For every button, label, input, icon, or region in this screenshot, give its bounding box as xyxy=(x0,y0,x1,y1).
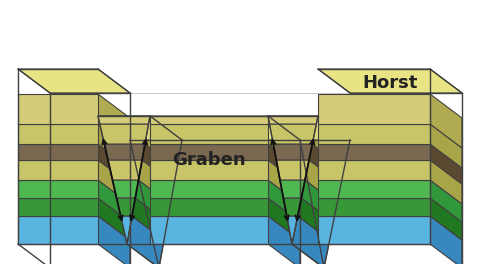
Polygon shape xyxy=(430,198,462,240)
Polygon shape xyxy=(273,144,312,160)
Polygon shape xyxy=(150,216,268,244)
Polygon shape xyxy=(116,198,136,216)
Polygon shape xyxy=(268,198,300,240)
Polygon shape xyxy=(112,180,138,198)
Polygon shape xyxy=(108,160,142,180)
Polygon shape xyxy=(100,124,148,144)
Polygon shape xyxy=(98,160,130,204)
Polygon shape xyxy=(18,216,98,244)
Polygon shape xyxy=(268,116,300,148)
Polygon shape xyxy=(104,144,145,160)
Polygon shape xyxy=(18,124,98,144)
Polygon shape xyxy=(18,198,98,216)
Polygon shape xyxy=(318,216,430,244)
Polygon shape xyxy=(98,116,182,140)
Polygon shape xyxy=(268,124,300,168)
Polygon shape xyxy=(18,144,98,160)
Polygon shape xyxy=(309,144,344,184)
Polygon shape xyxy=(18,160,98,180)
Polygon shape xyxy=(268,116,350,140)
Polygon shape xyxy=(150,180,268,198)
Polygon shape xyxy=(284,198,319,240)
Polygon shape xyxy=(302,180,337,222)
Polygon shape xyxy=(318,124,430,144)
Polygon shape xyxy=(138,160,174,204)
Polygon shape xyxy=(273,144,308,184)
Polygon shape xyxy=(305,160,341,204)
Polygon shape xyxy=(430,160,462,204)
Polygon shape xyxy=(287,216,324,264)
Polygon shape xyxy=(18,69,130,93)
Polygon shape xyxy=(150,198,268,216)
Polygon shape xyxy=(18,180,98,198)
Polygon shape xyxy=(430,124,462,168)
Polygon shape xyxy=(142,144,177,184)
Polygon shape xyxy=(292,216,330,264)
Polygon shape xyxy=(268,180,300,222)
Polygon shape xyxy=(148,116,182,148)
Polygon shape xyxy=(270,124,305,168)
Polygon shape xyxy=(430,144,462,184)
Polygon shape xyxy=(268,144,300,184)
Polygon shape xyxy=(268,216,300,264)
Polygon shape xyxy=(150,116,300,140)
Polygon shape xyxy=(316,116,350,148)
Polygon shape xyxy=(430,216,462,264)
Polygon shape xyxy=(430,94,462,148)
Polygon shape xyxy=(268,116,318,124)
Polygon shape xyxy=(318,160,430,180)
Polygon shape xyxy=(120,216,132,244)
Polygon shape xyxy=(284,198,302,216)
Polygon shape xyxy=(268,116,302,148)
Polygon shape xyxy=(287,216,298,244)
Polygon shape xyxy=(318,198,430,216)
Polygon shape xyxy=(18,94,98,124)
Polygon shape xyxy=(98,216,130,264)
Polygon shape xyxy=(280,180,305,198)
Polygon shape xyxy=(98,144,130,184)
Polygon shape xyxy=(98,116,150,124)
Polygon shape xyxy=(270,124,316,144)
Polygon shape xyxy=(312,124,348,168)
Polygon shape xyxy=(318,94,430,124)
Polygon shape xyxy=(318,180,430,198)
Polygon shape xyxy=(132,198,168,240)
Text: Horst: Horst xyxy=(362,74,418,92)
Polygon shape xyxy=(318,144,430,160)
Polygon shape xyxy=(298,198,334,240)
Polygon shape xyxy=(98,124,130,168)
Polygon shape xyxy=(150,124,268,144)
Polygon shape xyxy=(136,180,170,222)
Text: Graben: Graben xyxy=(172,151,246,169)
Polygon shape xyxy=(430,180,462,222)
Polygon shape xyxy=(98,198,130,240)
Polygon shape xyxy=(145,124,180,168)
Polygon shape xyxy=(150,116,268,124)
Polygon shape xyxy=(276,160,312,204)
Polygon shape xyxy=(150,160,268,180)
Polygon shape xyxy=(98,180,130,222)
Polygon shape xyxy=(276,160,309,180)
Polygon shape xyxy=(98,94,130,148)
Polygon shape xyxy=(268,160,300,204)
Polygon shape xyxy=(280,180,316,222)
Polygon shape xyxy=(127,216,164,264)
Polygon shape xyxy=(150,144,268,160)
Polygon shape xyxy=(318,69,462,93)
